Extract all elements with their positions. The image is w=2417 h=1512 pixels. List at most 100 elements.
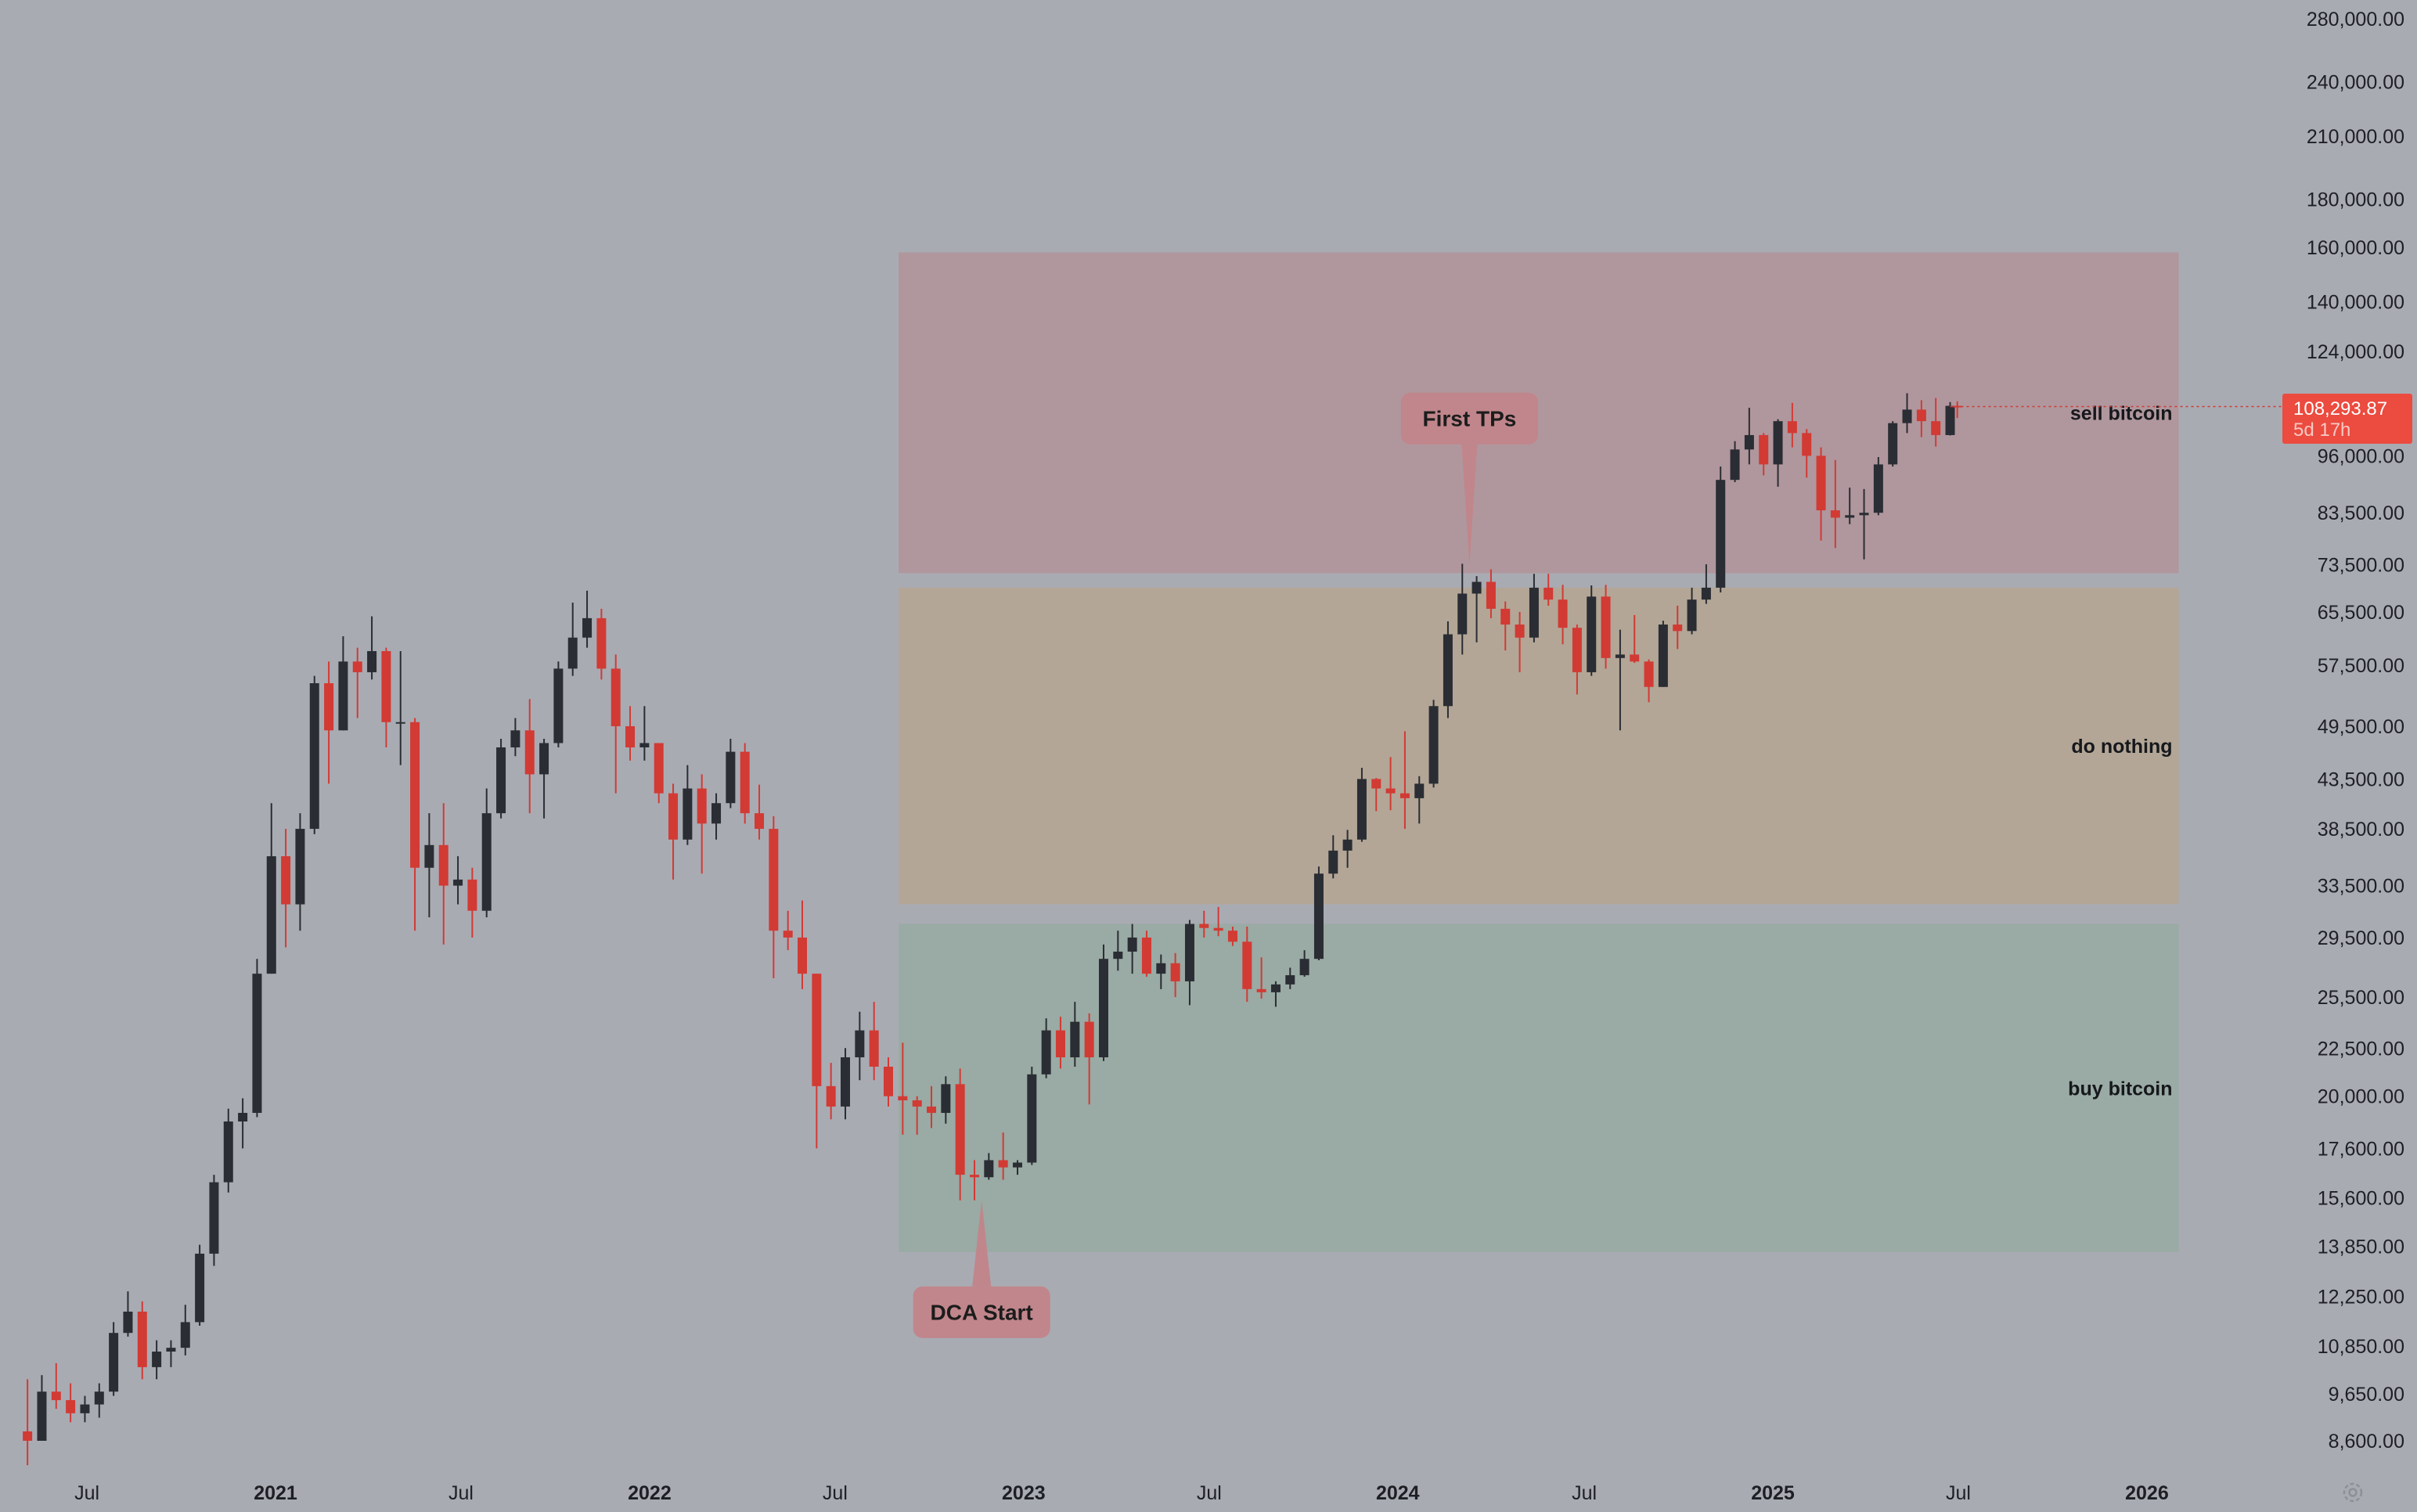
candle-body [1673,625,1683,632]
candle [941,1076,951,1124]
y-tick-label: 9,650.00 [2329,1384,2404,1406]
candle-body [812,974,822,1086]
candle [1342,830,1353,868]
y-tick-label: 280,000.00 [2307,9,2404,31]
candle-body [1630,654,1640,662]
candle-body [1587,596,1597,672]
x-tick-label: 2025 [1751,1482,1795,1504]
candle-body [1515,625,1525,638]
candle [596,608,607,680]
candle-body [1873,464,1883,513]
candle-body [453,879,463,886]
callout-pointer [972,1200,992,1287]
candle-body [984,1160,994,1178]
candle-body [152,1352,162,1367]
candle [1012,1160,1022,1175]
candle [223,1108,233,1193]
candle [438,803,448,945]
candle-body [1428,706,1439,784]
zone-label-sell-bitcoin: sell bitcoin [2070,402,2173,424]
candle [1759,433,1769,476]
candle-body [195,1253,205,1323]
settings-gear-icon[interactable] [2343,1482,2363,1503]
candle [152,1340,162,1380]
candle [553,661,564,747]
candle-body [1787,421,1797,434]
candle [625,706,636,761]
candle-body [1500,608,1511,625]
candle-body [94,1391,104,1405]
candles-layer [23,393,1962,1466]
candle [281,829,291,948]
candle-body [912,1100,922,1107]
callout-label: DCA Start [931,1301,1033,1325]
candle [1127,923,1137,974]
candle-body [1242,941,1252,989]
candle-body [352,661,362,672]
y-axis: 280,000.00 240,000.00 210,000.00 180,000.00… [2307,9,2404,1453]
candle [884,1057,894,1107]
y-tick-label: 65,500.00 [2318,602,2404,624]
candle [1041,1018,1051,1078]
candle-body [1127,937,1137,952]
candle-body [123,1311,133,1334]
candle [711,793,722,840]
candle-body [1270,984,1281,992]
candle-body [941,1084,951,1114]
candle-body [180,1322,190,1348]
candle [1227,927,1237,946]
y-tick-label: 8,600.00 [2329,1431,2404,1453]
candle-body [1356,779,1367,840]
candle-body [927,1106,937,1114]
y-tick-label: 29,500.00 [2318,927,2404,949]
candle [611,654,621,794]
candle-body [252,974,262,1114]
candle-body [582,617,593,638]
x-tick-label: 2024 [1376,1482,1420,1504]
candle-body [1313,873,1324,959]
candle [1070,1002,1080,1067]
candle-body [826,1085,836,1107]
candle-body [596,617,607,669]
candle [1242,927,1252,1003]
candle [510,718,521,757]
candle [66,1383,76,1423]
candle-body [1572,628,1582,672]
candle [898,1042,908,1135]
candle-body [884,1066,894,1096]
candle-body [1256,988,1266,992]
candle [1428,700,1439,788]
candle-body [1644,661,1654,687]
candle-body [611,668,621,726]
candle-body [567,637,578,669]
candle [109,1322,119,1396]
candle [1443,621,1453,718]
candle [1802,429,1812,478]
candle [1644,659,1654,703]
y-tick-label: 43,500.00 [2318,769,2404,790]
candle [367,616,377,680]
y-tick-label: 57,500.00 [2318,655,2404,677]
candle-body [238,1113,248,1122]
candle-body [1342,839,1353,851]
candle [1385,757,1396,811]
y-tick-label: 13,850.00 [2318,1236,2404,1258]
annotations-layer: First TPs DCA Start [913,392,2282,1338]
candle-body [23,1431,33,1441]
candle [1773,419,1783,487]
candle-body [66,1400,76,1413]
x-tick-label: Jul [448,1482,474,1504]
candle-body [855,1030,865,1058]
candle [769,816,779,978]
candle-body [998,1160,1008,1168]
candle-body [1213,927,1223,931]
candle-body [1285,975,1295,985]
candle-body [324,682,334,731]
y-tick-label: 240,000.00 [2307,71,2404,93]
candle [1945,401,1955,436]
candle-body [1199,923,1209,928]
candle-body [1371,779,1381,789]
callout-box [913,1286,1050,1338]
candle [1558,585,1568,645]
